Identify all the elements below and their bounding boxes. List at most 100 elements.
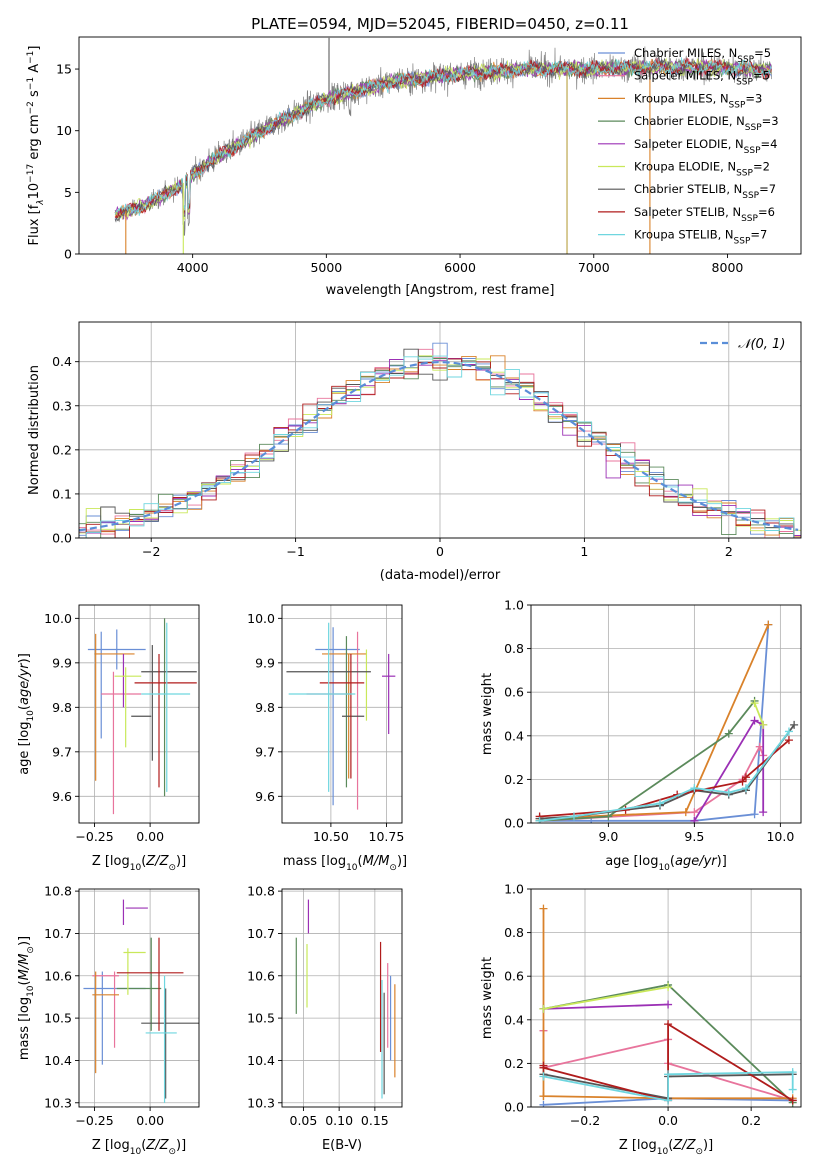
- x-tick-label: 10.75: [369, 829, 405, 844]
- label-part: −1: [26, 51, 36, 64]
- label-part: (: [358, 854, 363, 869]
- y-tick-label: 0.0: [52, 531, 72, 546]
- legend-entry: Chabrier MILES, NSSP=5: [634, 46, 771, 65]
- y-tick-label: 10.4: [247, 1053, 275, 1068]
- label-part: age/yr: [675, 854, 718, 869]
- weight-marker: [664, 983, 673, 992]
- weight-marker: [690, 808, 699, 817]
- weight-line: [542, 908, 793, 1100]
- label-part: SSP: [729, 100, 746, 110]
- x-tick-label: 0.15: [361, 1113, 389, 1128]
- weight-marker: [750, 810, 759, 819]
- spectrum-lines: [114, 37, 772, 254]
- label-part: SSP: [737, 55, 754, 65]
- y-tick-label: 0.0: [504, 816, 524, 831]
- weight-marker: [741, 773, 750, 782]
- mass_vs_ebv-axes: [282, 889, 402, 1107]
- weight_vs_age-lines: [535, 620, 799, 823]
- weight-marker: [788, 1096, 797, 1105]
- axes-frame: [78, 604, 200, 824]
- weight-marker: [724, 729, 733, 738]
- weight-marker: [741, 784, 750, 793]
- label-part: 10: [130, 863, 142, 873]
- label-part: 10: [27, 183, 42, 200]
- weight_vs_age-ticks: 9.0 9.5 10.0 0.0 0.2 0.4 0.6 0.8 1.0: [504, 598, 802, 844]
- x-tick-label: 10.0: [766, 829, 794, 844]
- x-tick-label: −2: [142, 544, 160, 559]
- x-tick-label: 9.0: [598, 829, 618, 844]
- mass-vs-z-xlabel: Z [log10(Z/Z⊙)]: [92, 1138, 186, 1157]
- y-tick-label: 10.6: [44, 968, 72, 983]
- weight-line: [539, 624, 770, 820]
- weight-line: [539, 730, 790, 822]
- label-part: age [log: [17, 722, 32, 775]
- label-part: SSP: [734, 237, 751, 247]
- label-part: ]: [27, 46, 42, 51]
- y-tick-label: 10: [56, 123, 72, 138]
- legend-entry: Chabrier STELIB, NSSP=7: [634, 182, 776, 201]
- weight-marker: [539, 904, 548, 913]
- label-part: age/yr: [17, 662, 32, 705]
- model-spectrum-line: [114, 56, 772, 223]
- label-part: )]: [397, 854, 407, 869]
- age-vs-mass-xlabel: mass [log10(M/M⊙)]: [283, 854, 407, 873]
- label-part: −2: [26, 101, 36, 114]
- x-tick-label: 6000: [444, 260, 476, 275]
- weight-marker: [539, 1004, 548, 1013]
- weight-line: [543, 1003, 669, 1010]
- label-part: s: [27, 90, 42, 101]
- label-part: Z [log: [92, 1138, 130, 1153]
- label-part: =5: [754, 46, 771, 60]
- label-part: Chabrier ELODIE, N: [634, 114, 745, 128]
- label-part: Chabrier STELIB, N: [634, 182, 742, 196]
- label-part: ⊙: [389, 863, 397, 873]
- y-tick-label: 10.3: [247, 1095, 275, 1110]
- x-tick-label: 10.50: [313, 829, 349, 844]
- y-tick-label: 0.1: [52, 486, 72, 501]
- spectrum-title: PLATE=0594, MJD=52045, FIBERID=0450, z=0…: [251, 15, 629, 33]
- label-part: Chabrier MILES, N: [634, 46, 737, 60]
- y-tick-label: 9.8: [52, 700, 72, 715]
- weight-marker: [759, 808, 768, 817]
- legend-entry: Kroupa ELODIE, NSSP=2: [634, 160, 770, 179]
- weight-marker: [664, 1070, 673, 1079]
- y-tick-label: 0.2: [504, 1056, 524, 1071]
- x-tick-label: 2: [725, 544, 733, 559]
- y-tick-label: 1.0: [504, 882, 524, 897]
- label-part: M/M: [363, 854, 390, 869]
- y-tick-label: 9.9: [255, 655, 275, 670]
- y-tick-label: 0: [64, 247, 72, 262]
- label-part: SSP: [736, 78, 753, 88]
- weight-vs-z-ylabel: mass weight: [480, 957, 495, 1039]
- y-tick-label: 9.8: [255, 700, 275, 715]
- label-part: Kroupa MILES, N: [634, 91, 729, 105]
- label-part: =4: [761, 137, 778, 151]
- label-part: Z [log: [92, 854, 130, 869]
- label-part: =5: [753, 69, 770, 83]
- weight-marker: [764, 620, 773, 629]
- weight-marker: [664, 1096, 673, 1105]
- label-part: −17: [26, 164, 36, 183]
- y-tick-label: 10.0: [44, 611, 72, 626]
- label-part: (: [668, 1138, 673, 1153]
- label-part: )]: [717, 854, 727, 869]
- legend-entry: Kroupa STELIB, NSSP=7: [634, 228, 767, 247]
- label-part: SSP: [736, 169, 753, 179]
- weight-marker: [788, 1068, 797, 1077]
- label-part: =7: [750, 228, 767, 242]
- y-tick-label: 0.6: [504, 685, 524, 700]
- label-part: (: [670, 854, 675, 869]
- label-part: 10: [346, 863, 358, 873]
- y-tick-label: 0.8: [504, 641, 524, 656]
- histogram-line: [79, 355, 801, 534]
- label-part: =3: [745, 91, 762, 105]
- y-tick-label: 15: [56, 62, 72, 77]
- label-part: 10: [657, 1147, 669, 1157]
- x-tick-label: 1: [580, 544, 588, 559]
- label-part: ⊙: [168, 1147, 176, 1157]
- label-part: Z [log: [619, 1138, 657, 1153]
- label-part: Z/Z: [145, 1138, 169, 1153]
- mass_vs_ebv-ticks: 0.05 0.10 0.15 10.3 10.4 10.5 10.6 10.7 10.8: [247, 884, 403, 1128]
- age_vs_mass-axes: [282, 605, 402, 823]
